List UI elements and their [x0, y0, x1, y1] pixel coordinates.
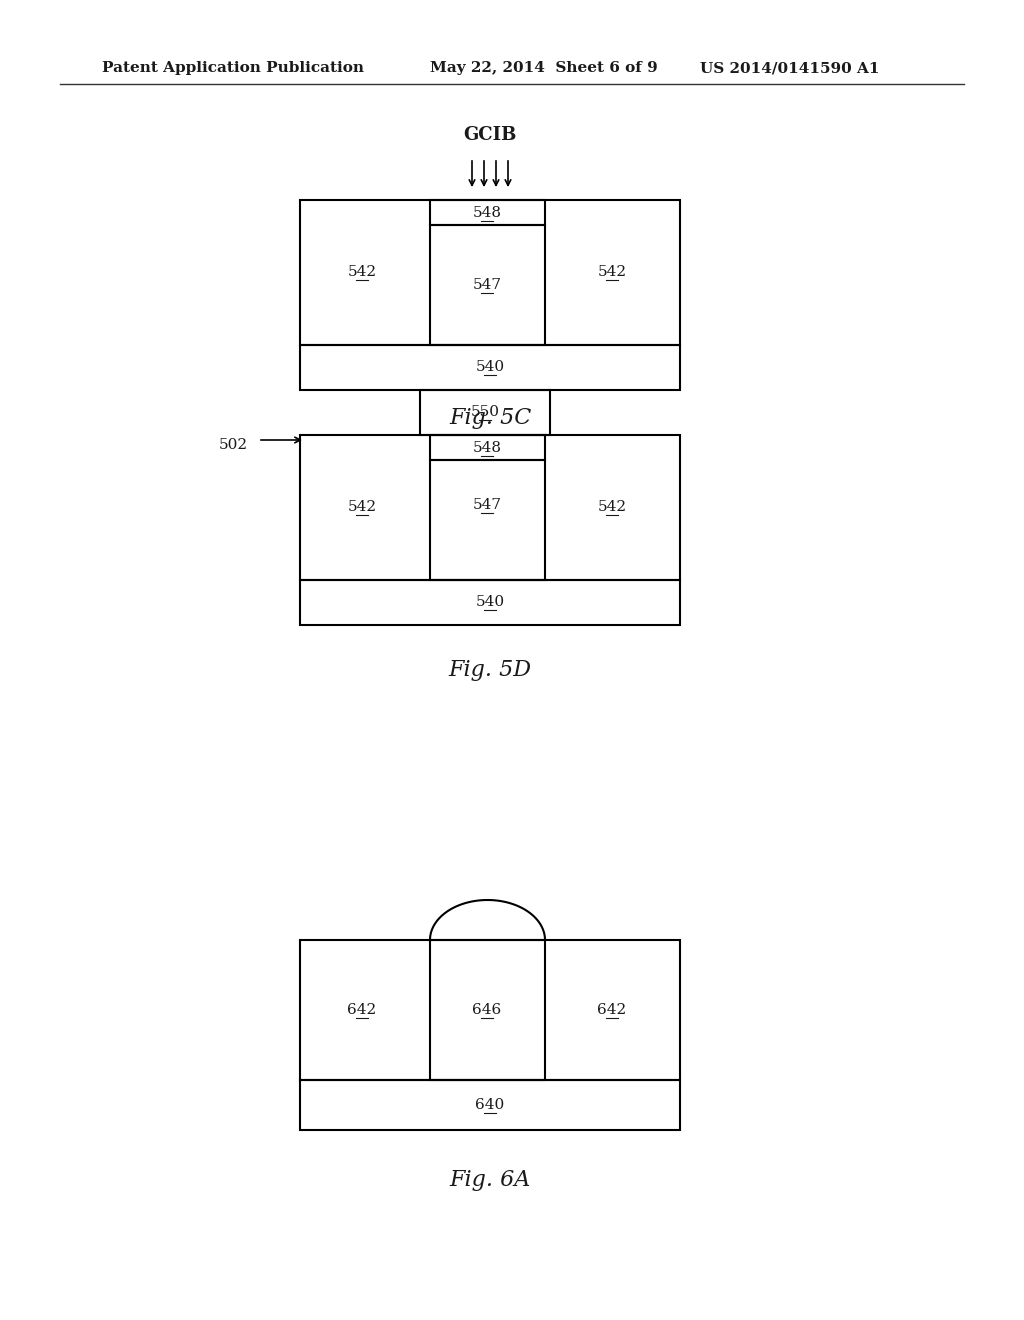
Bar — [430, 201, 545, 224]
Bar — [300, 579, 680, 624]
Text: Patent Application Publication: Patent Application Publication — [102, 61, 364, 75]
Text: Fig. 5D: Fig. 5D — [449, 659, 531, 681]
Bar — [300, 436, 680, 579]
Text: 646: 646 — [472, 1003, 502, 1016]
Text: 640: 640 — [475, 1098, 505, 1111]
Text: GCIB: GCIB — [463, 125, 517, 144]
Text: Fig. 6A: Fig. 6A — [450, 1170, 530, 1191]
Text: 642: 642 — [347, 1003, 377, 1016]
Text: 547: 547 — [472, 279, 502, 292]
Bar — [430, 224, 545, 345]
Bar — [300, 940, 680, 1080]
Text: 642: 642 — [597, 1003, 627, 1016]
Text: 542: 542 — [597, 500, 627, 513]
Text: 502: 502 — [219, 438, 248, 451]
Bar — [300, 1080, 680, 1130]
Text: 548: 548 — [472, 206, 502, 220]
Bar — [300, 345, 680, 389]
Text: 542: 542 — [347, 500, 377, 513]
Text: May 22, 2014  Sheet 6 of 9: May 22, 2014 Sheet 6 of 9 — [430, 61, 657, 75]
Text: Fig. 5C: Fig. 5C — [449, 407, 531, 429]
Text: 540: 540 — [475, 595, 505, 609]
Text: US 2014/0141590 A1: US 2014/0141590 A1 — [700, 61, 880, 75]
Text: 547: 547 — [472, 498, 502, 512]
Text: 542: 542 — [597, 265, 627, 279]
Bar — [300, 201, 680, 345]
Bar — [430, 459, 545, 579]
Text: 542: 542 — [347, 265, 377, 279]
Text: 540: 540 — [475, 360, 505, 374]
Text: 550: 550 — [470, 405, 500, 418]
Text: 548: 548 — [472, 441, 502, 455]
Bar — [420, 389, 550, 436]
Bar — [430, 436, 545, 459]
Bar — [430, 940, 545, 1080]
